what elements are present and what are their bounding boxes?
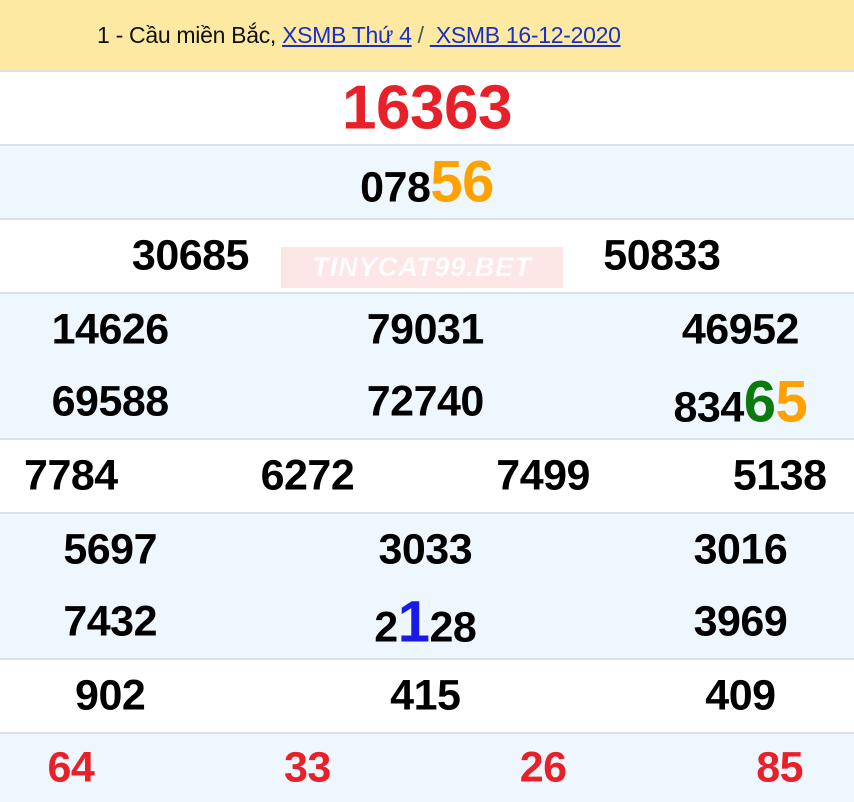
number-digits: 50833 — [603, 231, 721, 280]
prize-number: 5138 — [733, 452, 827, 501]
prize-number: 7784 — [24, 452, 118, 501]
prize-row: 902 415 409 — [0, 658, 854, 732]
number-digits: 3969 — [693, 597, 788, 646]
prize-number: 46952 — [681, 305, 800, 355]
number-digits: 5 — [775, 369, 808, 435]
prize-number: 85 — [756, 744, 803, 793]
number-digits: 415 — [390, 671, 461, 720]
number-digits: 33 — [284, 743, 331, 792]
prize-number: 83465 — [674, 369, 808, 436]
number-digits: 85 — [756, 743, 804, 792]
prize-number: 409 — [705, 671, 776, 721]
prize-number: 3033 — [378, 526, 472, 575]
prize-row: 7784 6272 7499 5138 — [0, 438, 854, 512]
number-digits: 72740 — [366, 377, 485, 426]
link-xsmb-weekday[interactable]: XSMB Thứ 4 — [282, 21, 412, 48]
prize-number: 5697 — [63, 526, 157, 575]
number-digits: 28 — [429, 603, 477, 652]
prize-row: 16363 — [0, 70, 854, 144]
results-table: 16363 07856 30685 50833 TINYCAT99.BET 14626 79… — [0, 70, 854, 802]
prize-number: 64 — [47, 744, 94, 793]
number-digits: 56 — [430, 149, 494, 215]
number-digits: 2 — [374, 603, 398, 652]
prize-number: 415 — [390, 671, 461, 721]
prize-row: 5697 3033 3016 7432 2128 3969 — [0, 512, 854, 658]
prize-number: 79031 — [366, 305, 485, 355]
number-digits: 69588 — [51, 377, 170, 426]
prize-number: 3969 — [694, 598, 788, 647]
header-bar: 1 - Cầu miền Bắc, XSMB Thứ 4 / XSMB 16-1… — [0, 0, 854, 70]
number-digits: 902 — [75, 671, 146, 720]
number-digits: 7784 — [24, 451, 118, 500]
separator: / — [417, 21, 424, 48]
number-digits: 834 — [673, 383, 745, 432]
prize-row: 14626 79031 46952 69588 72740 83465 — [0, 292, 854, 438]
prize-number: 902 — [75, 671, 146, 721]
prize-number: 16363 — [342, 73, 512, 144]
number-digits: 6 — [743, 369, 776, 435]
prize-number: 30685 — [131, 231, 250, 281]
prize-number: 3016 — [694, 526, 788, 575]
prize-row: 64 33 26 85 — [0, 732, 854, 802]
number-digits: 3016 — [693, 525, 788, 574]
prize-row: 30685 50833 TINYCAT99.BET — [0, 218, 854, 292]
prize-number: 14626 — [51, 305, 170, 355]
number-digits: 5697 — [63, 525, 157, 574]
number-digits: 46952 — [681, 305, 800, 354]
prize-number: 7499 — [496, 452, 590, 501]
number-digits: 3033 — [378, 525, 473, 574]
number-digits: 26 — [519, 743, 567, 792]
number-digits: 79031 — [366, 305, 485, 354]
prize-number: 50833 — [603, 231, 721, 281]
number-digits: 14626 — [51, 305, 170, 354]
prize-number: 72740 — [366, 377, 485, 427]
number-digits: 6272 — [260, 451, 355, 500]
number-digits: 409 — [705, 671, 776, 720]
prize-number: 69588 — [51, 377, 170, 427]
prize-number: 6272 — [261, 452, 355, 501]
number-digits: 078 — [360, 163, 431, 212]
number-digits: 5138 — [732, 451, 827, 500]
number-digits: 1 — [397, 589, 430, 655]
prize-number: 07856 — [360, 149, 494, 216]
watermark-logo: TINYCAT99.BET — [281, 247, 563, 288]
number-digits: 64 — [47, 743, 95, 792]
number-digits: 30685 — [131, 231, 250, 280]
prize-number: 33 — [284, 744, 331, 793]
prize-number: 26 — [520, 744, 567, 793]
number-digits: 16363 — [342, 73, 512, 143]
prize-number: 2128 — [374, 589, 477, 656]
link-xsmb-date[interactable]: XSMB 16-12-2020 — [429, 21, 621, 48]
header-prefix: 1 - Cầu miền Bắc, — [97, 21, 276, 48]
prize-number: 7432 — [63, 598, 157, 647]
prize-row: 07856 — [0, 144, 854, 218]
number-digits: 7432 — [63, 597, 157, 646]
number-digits: 7499 — [496, 451, 590, 500]
